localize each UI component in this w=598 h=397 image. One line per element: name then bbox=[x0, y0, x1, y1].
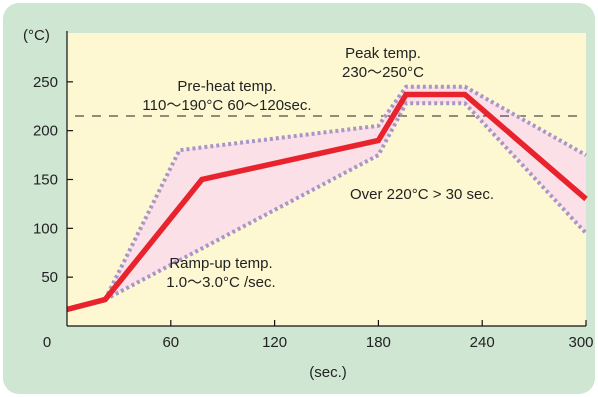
x-tick-label-300: 300 bbox=[568, 334, 593, 351]
x-tick-label-60: 60 bbox=[162, 334, 179, 351]
annotation-preheat-line-2: 110〜190°C 60〜120sec. bbox=[142, 97, 311, 114]
annotation-peak-line-1: Peak temp. bbox=[345, 45, 421, 62]
series-line-profile bbox=[66, 91, 588, 313]
reflow-profile-chart: 50 100 150 200 250 0 60 120 180 240 300 (°C) (sec.… bbox=[23, 27, 594, 381]
y-axis-label: (°C) bbox=[23, 27, 50, 44]
y-tick-label-50: 50 bbox=[41, 269, 58, 286]
y-tick-label-100: 100 bbox=[33, 220, 58, 237]
y-tick-label-150: 150 bbox=[33, 172, 58, 189]
annotation-rampup-line-1: Ramp-up temp. bbox=[169, 255, 272, 272]
x-tick-label-240: 240 bbox=[470, 334, 495, 351]
annotation-over-line-1: Over 220°C > 30 sec. bbox=[350, 186, 494, 203]
y-tick-label-200: 200 bbox=[33, 123, 58, 140]
x-axis-label: (sec.) bbox=[309, 364, 347, 381]
x-tick-label-0: 0 bbox=[43, 334, 51, 351]
y-tick-label-250: 250 bbox=[33, 74, 58, 91]
x-tick-label-180: 180 bbox=[366, 334, 391, 351]
x-tick-label-120: 120 bbox=[262, 334, 287, 351]
series-line-upper-bound bbox=[103, 84, 587, 301]
tolerance-band bbox=[105, 86, 586, 300]
chart-container: 50 100 150 200 250 0 60 120 180 240 300 (°C) (sec.… bbox=[3, 3, 595, 394]
series-line-lower-bound bbox=[104, 101, 588, 302]
annotation-peak-line-2: 230〜250°C bbox=[342, 64, 424, 81]
annotation-preheat-line-1: Pre-heat temp. bbox=[177, 78, 276, 95]
annotation-rampup-line-2: 1.0〜3.0°C /sec. bbox=[166, 274, 275, 291]
